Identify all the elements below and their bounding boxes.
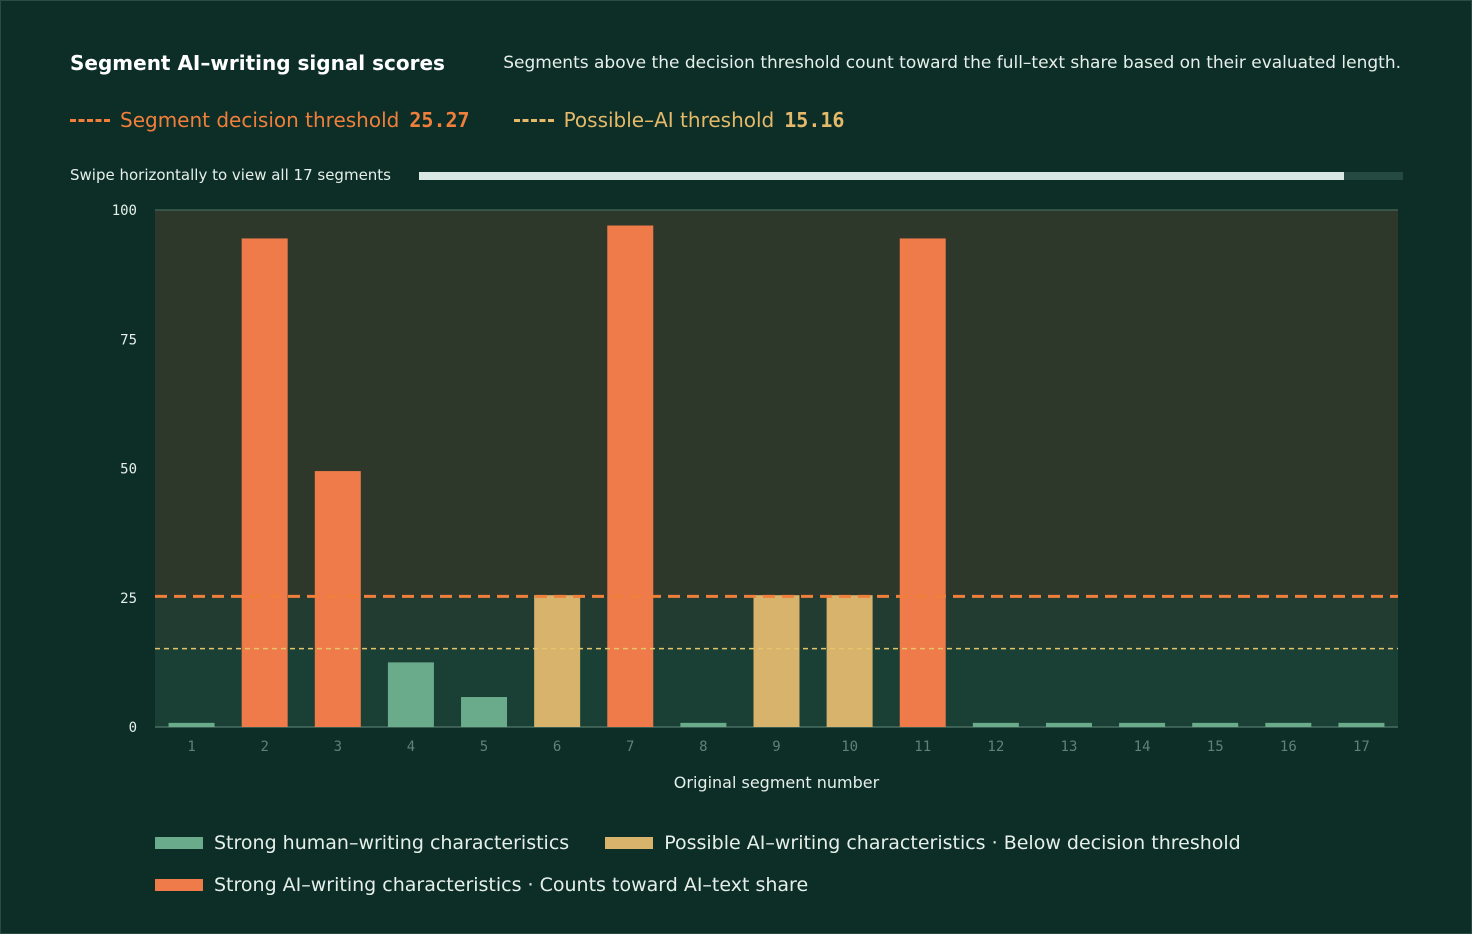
- threshold-legend: Segment decision threshold 25.27 Possibl…: [70, 108, 844, 132]
- bar-segment-4: [387, 662, 434, 727]
- x-tick-label: 5: [480, 739, 488, 755]
- legend-label-human: Strong human–writing characteristics: [214, 832, 570, 854]
- possible-dash-icon: [513, 118, 554, 122]
- bar-segment-7: [607, 225, 654, 727]
- bar-segment-11: [899, 238, 946, 727]
- bar-segment-6: [534, 595, 581, 727]
- bar-segment-2: [241, 238, 288, 727]
- x-tick-label: 8: [699, 739, 707, 755]
- x-tick-label: 1: [187, 739, 195, 755]
- x-tick-label: 11: [914, 739, 931, 755]
- legend-label-possible: Possible AI–writing characteristics · Be…: [664, 832, 1241, 854]
- x-tick-label: 10: [841, 739, 858, 755]
- x-axis-label: Original segment number: [674, 773, 880, 792]
- legend-label-ai: Strong AI–writing characteristics · Coun…: [214, 874, 809, 896]
- possible-swatch: [605, 837, 654, 849]
- bar-segment-14: [1119, 722, 1166, 727]
- bar-segment-8: [680, 722, 727, 727]
- possible-threshold-legend: Possible–AI threshold 15.16: [513, 108, 845, 132]
- decision-threshold-value: 25.27: [409, 108, 470, 132]
- y-tick-label: 75: [120, 332, 137, 348]
- category-legend: Strong human–writing characteristics Pos…: [155, 829, 1355, 913]
- swipe-hint: Swipe horizontally to view all 17 segmen…: [70, 166, 391, 184]
- bar-segment-1: [168, 722, 215, 727]
- ai-zone-background: [155, 210, 1398, 597]
- legend-item-human: Strong human–writing characteristics: [155, 832, 569, 854]
- bar-segment-3: [314, 471, 361, 727]
- ai-swatch: [155, 879, 203, 891]
- x-tick-label: 3: [334, 739, 342, 755]
- bar-segment-5: [461, 697, 508, 727]
- possible-threshold-value: 15.16: [784, 108, 845, 132]
- decision-threshold-label: Segment decision threshold: [120, 108, 400, 132]
- x-tick-label: 9: [772, 739, 780, 755]
- x-tick-label: 12: [987, 739, 1004, 755]
- bar-segment-15: [1192, 722, 1239, 727]
- legend-item-ai: Strong AI–writing characteristics · Coun…: [155, 874, 808, 896]
- bar-segment-9: [753, 595, 800, 727]
- legend-row: Strong AI–writing characteristics · Coun…: [155, 871, 1355, 899]
- chart-subtitle: Segments above the decision threshold co…: [503, 53, 1401, 73]
- x-tick-label: 2: [260, 739, 268, 755]
- bar-segment-10: [826, 595, 873, 727]
- human-swatch: [155, 837, 203, 849]
- x-tick-label: 7: [626, 739, 634, 755]
- legend-row: Strong human–writing characteristics Pos…: [155, 829, 1355, 857]
- y-tick-label: 25: [120, 591, 137, 607]
- x-tick-label: 15: [1207, 739, 1224, 755]
- bar-segment-16: [1265, 722, 1312, 727]
- y-tick-label: 50: [120, 462, 137, 478]
- x-tick-label: 6: [553, 739, 561, 755]
- x-tick-label: 13: [1061, 739, 1078, 755]
- bar-segment-13: [1045, 722, 1092, 727]
- y-tick-label: 100: [112, 203, 137, 219]
- bar-segment-17: [1338, 722, 1385, 727]
- bar-segment-12: [972, 722, 1019, 727]
- y-tick-label: 0: [129, 720, 137, 736]
- possible-threshold-label: Possible–AI threshold: [563, 108, 775, 132]
- decision-dash-icon: [70, 118, 110, 122]
- x-tick-label: 17: [1353, 739, 1370, 755]
- x-tick-label: 4: [407, 739, 415, 755]
- horizontal-scrollbar[interactable]: [419, 172, 1403, 180]
- decision-threshold-legend: Segment decision threshold 25.27: [70, 108, 470, 132]
- scrollbar-thumb[interactable]: [419, 172, 1344, 180]
- legend-item-possible: Possible AI–writing characteristics · Be…: [605, 832, 1241, 854]
- x-tick-label: 14: [1134, 739, 1151, 755]
- x-tick-label: 16: [1280, 739, 1297, 755]
- chart-title: Segment AI–writing signal scores: [70, 51, 445, 75]
